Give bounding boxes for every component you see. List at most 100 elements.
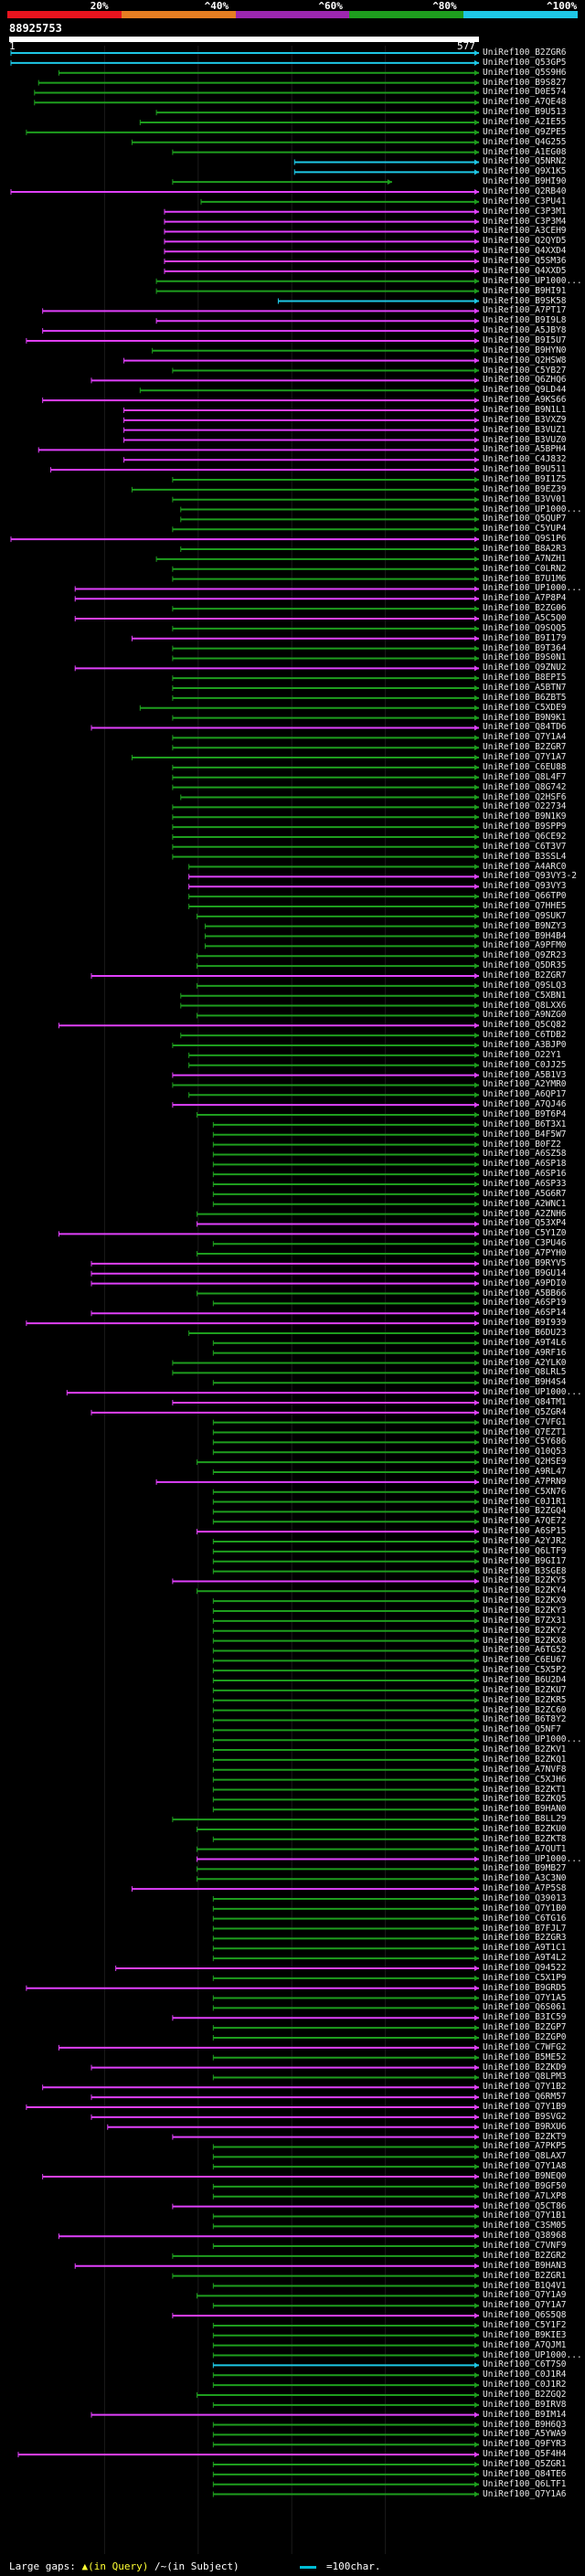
hit-label[interactable]: UniRef100_Q7Y1A8	[483, 2161, 567, 2172]
hit-label[interactable]: UniRef100_Q84TE6	[483, 2468, 567, 2479]
hit-row[interactable]	[172, 824, 479, 831]
hit-label[interactable]: UniRef100_C5XN76	[483, 1486, 567, 1497]
hit-label[interactable]: UniRef100_B2ZKY5	[483, 1575, 567, 1586]
hit-row[interactable]	[212, 1797, 479, 1803]
hit-label[interactable]: UniRef100_D0E574	[483, 87, 567, 98]
hit-label[interactable]: UniRef100_C5X1P9	[483, 1972, 567, 1983]
hit-label[interactable]: UniRef100_B9N9K1	[483, 712, 567, 723]
hit-row[interactable]	[197, 913, 479, 919]
hit-label[interactable]: UniRef100_UP1000...	[483, 1734, 582, 1745]
hit-label[interactable]: UniRef100_UP1000...	[483, 2349, 582, 2360]
hit-label[interactable]: UniRef100_A2IE55	[483, 117, 567, 128]
hit-label[interactable]: UniRef100_A9T1C1	[483, 1943, 567, 1954]
hit-row[interactable]	[90, 2064, 479, 2071]
hit-label[interactable]: UniRef100_Q6LTF9	[483, 1545, 567, 1556]
hit-label[interactable]: UniRef100_A7PYH0	[483, 1248, 567, 1259]
hit-label[interactable]: UniRef100_UP1000...	[483, 583, 582, 594]
hit-label[interactable]: UniRef100_B2ZGP0	[483, 2032, 567, 2042]
hit-row[interactable]	[131, 1886, 479, 1892]
hit-row[interactable]	[123, 457, 479, 463]
hit-row[interactable]	[212, 1161, 479, 1168]
hit-row[interactable]	[188, 884, 479, 890]
hit-label[interactable]: UniRef100_Q5SM36	[483, 256, 567, 267]
hit-row[interactable]	[172, 1082, 479, 1088]
hit-label[interactable]: UniRef100_Q38968	[483, 2231, 567, 2242]
hit-label[interactable]: UniRef100_B0FZ2	[483, 1139, 561, 1150]
hit-row[interactable]	[131, 635, 479, 641]
hit-row[interactable]	[172, 853, 479, 860]
hit-row[interactable]	[212, 1648, 479, 1654]
hit-row[interactable]	[139, 120, 479, 126]
hit-label[interactable]: UniRef100_Q7Y1B1	[483, 2210, 567, 2221]
hit-row[interactable]	[26, 1320, 479, 1327]
hit-row[interactable]	[90, 2412, 479, 2418]
hit-row[interactable]	[172, 1072, 479, 1078]
hit-row[interactable]	[172, 1360, 479, 1366]
hit-row[interactable]	[10, 189, 479, 196]
hit-label[interactable]: UniRef100_B2ZGR7	[483, 970, 567, 981]
hit-row[interactable]	[188, 1092, 479, 1098]
hit-label[interactable]: UniRef100_UP1000...	[483, 1387, 582, 1398]
hit-row[interactable]	[197, 1112, 479, 1118]
hit-label[interactable]: UniRef100_B3VV01	[483, 493, 567, 504]
hit-row[interactable]	[212, 1539, 479, 1544]
hit-row[interactable]	[180, 516, 479, 523]
hit-label[interactable]: UniRef100_B2ZGP7	[483, 2022, 567, 2033]
hit-label[interactable]: UniRef100_B2ZKY4	[483, 1585, 567, 1596]
hit-label[interactable]: UniRef100_B7ZX31	[483, 1615, 567, 1626]
hit-row[interactable]	[188, 874, 479, 880]
hit-row[interactable]	[212, 1429, 479, 1436]
hit-label[interactable]: UniRef100_A9PFM0	[483, 940, 567, 951]
hit-label[interactable]: UniRef100_C3P3M1	[483, 206, 567, 217]
hit-row[interactable]	[197, 1211, 479, 1217]
hit-row[interactable]	[212, 2054, 479, 2061]
hit-label[interactable]: UniRef100_A6SP33	[483, 1179, 567, 1190]
hit-row[interactable]	[212, 1995, 479, 2001]
hit-label[interactable]: UniRef100_B2ZKT1	[483, 1784, 567, 1795]
hit-label[interactable]: UniRef100_A7QJ46	[483, 1099, 567, 1110]
hit-row[interactable]	[212, 1807, 479, 1813]
hit-label[interactable]: UniRef100_A9T4L6	[483, 1337, 567, 1348]
hit-row[interactable]	[26, 2104, 479, 2111]
hit-label[interactable]: UniRef100_A6SP18	[483, 1159, 567, 1170]
hit-label[interactable]: UniRef100_Q8LXX6	[483, 1000, 567, 1011]
hit-row[interactable]	[34, 90, 479, 96]
hit-row[interactable]	[152, 347, 479, 354]
hit-label[interactable]: UniRef100_B2ZGR1	[483, 2270, 567, 2281]
hit-row[interactable]	[212, 1340, 479, 1346]
hit-row[interactable]	[212, 2164, 479, 2170]
hit-row[interactable]	[212, 1608, 479, 1615]
hit-label[interactable]: UniRef100_Q9SLQ3	[483, 980, 567, 991]
hit-row[interactable]	[42, 2084, 479, 2091]
hit-label[interactable]: UniRef100_C5Y1F2	[483, 2319, 567, 2330]
hit-label[interactable]: UniRef100_C5Y686	[483, 1436, 567, 1447]
hit-label[interactable]: UniRef100_Q39013	[483, 1892, 567, 1903]
hit-row[interactable]	[212, 2342, 479, 2348]
hit-label[interactable]: UniRef100_C0J1R1	[483, 1496, 567, 1507]
hit-row[interactable]	[172, 715, 479, 721]
hit-row[interactable]	[10, 50, 479, 56]
hit-row[interactable]	[212, 1707, 479, 1713]
hit-row[interactable]	[212, 1658, 479, 1664]
hit-label[interactable]: UniRef100_B2ZGR7	[483, 742, 567, 753]
hit-label[interactable]: UniRef100_B9I1Z5	[483, 473, 567, 484]
hit-row[interactable]	[155, 318, 479, 324]
hit-row[interactable]	[155, 556, 479, 562]
hit-row[interactable]	[212, 1617, 479, 1624]
hit-row[interactable]	[123, 407, 479, 413]
hit-row[interactable]	[197, 1251, 479, 1257]
hit-label[interactable]: UniRef100_A5B1V3	[483, 1069, 567, 1080]
hit-label[interactable]: UniRef100_A6SP14	[483, 1308, 567, 1319]
hit-row[interactable]	[26, 129, 479, 135]
hit-row[interactable]	[293, 159, 479, 165]
hit-row[interactable]	[172, 784, 479, 790]
hit-row[interactable]	[188, 903, 479, 909]
hit-row[interactable]	[172, 774, 479, 780]
hit-row[interactable]	[212, 1717, 479, 1723]
hit-row[interactable]	[212, 1687, 479, 1693]
hit-row[interactable]	[197, 1826, 479, 1832]
hit-label[interactable]: UniRef100_Q5DR35	[483, 960, 567, 971]
hit-row[interactable]	[212, 2074, 479, 2081]
hit-row[interactable]	[212, 1182, 479, 1188]
hit-row[interactable]	[74, 586, 479, 592]
